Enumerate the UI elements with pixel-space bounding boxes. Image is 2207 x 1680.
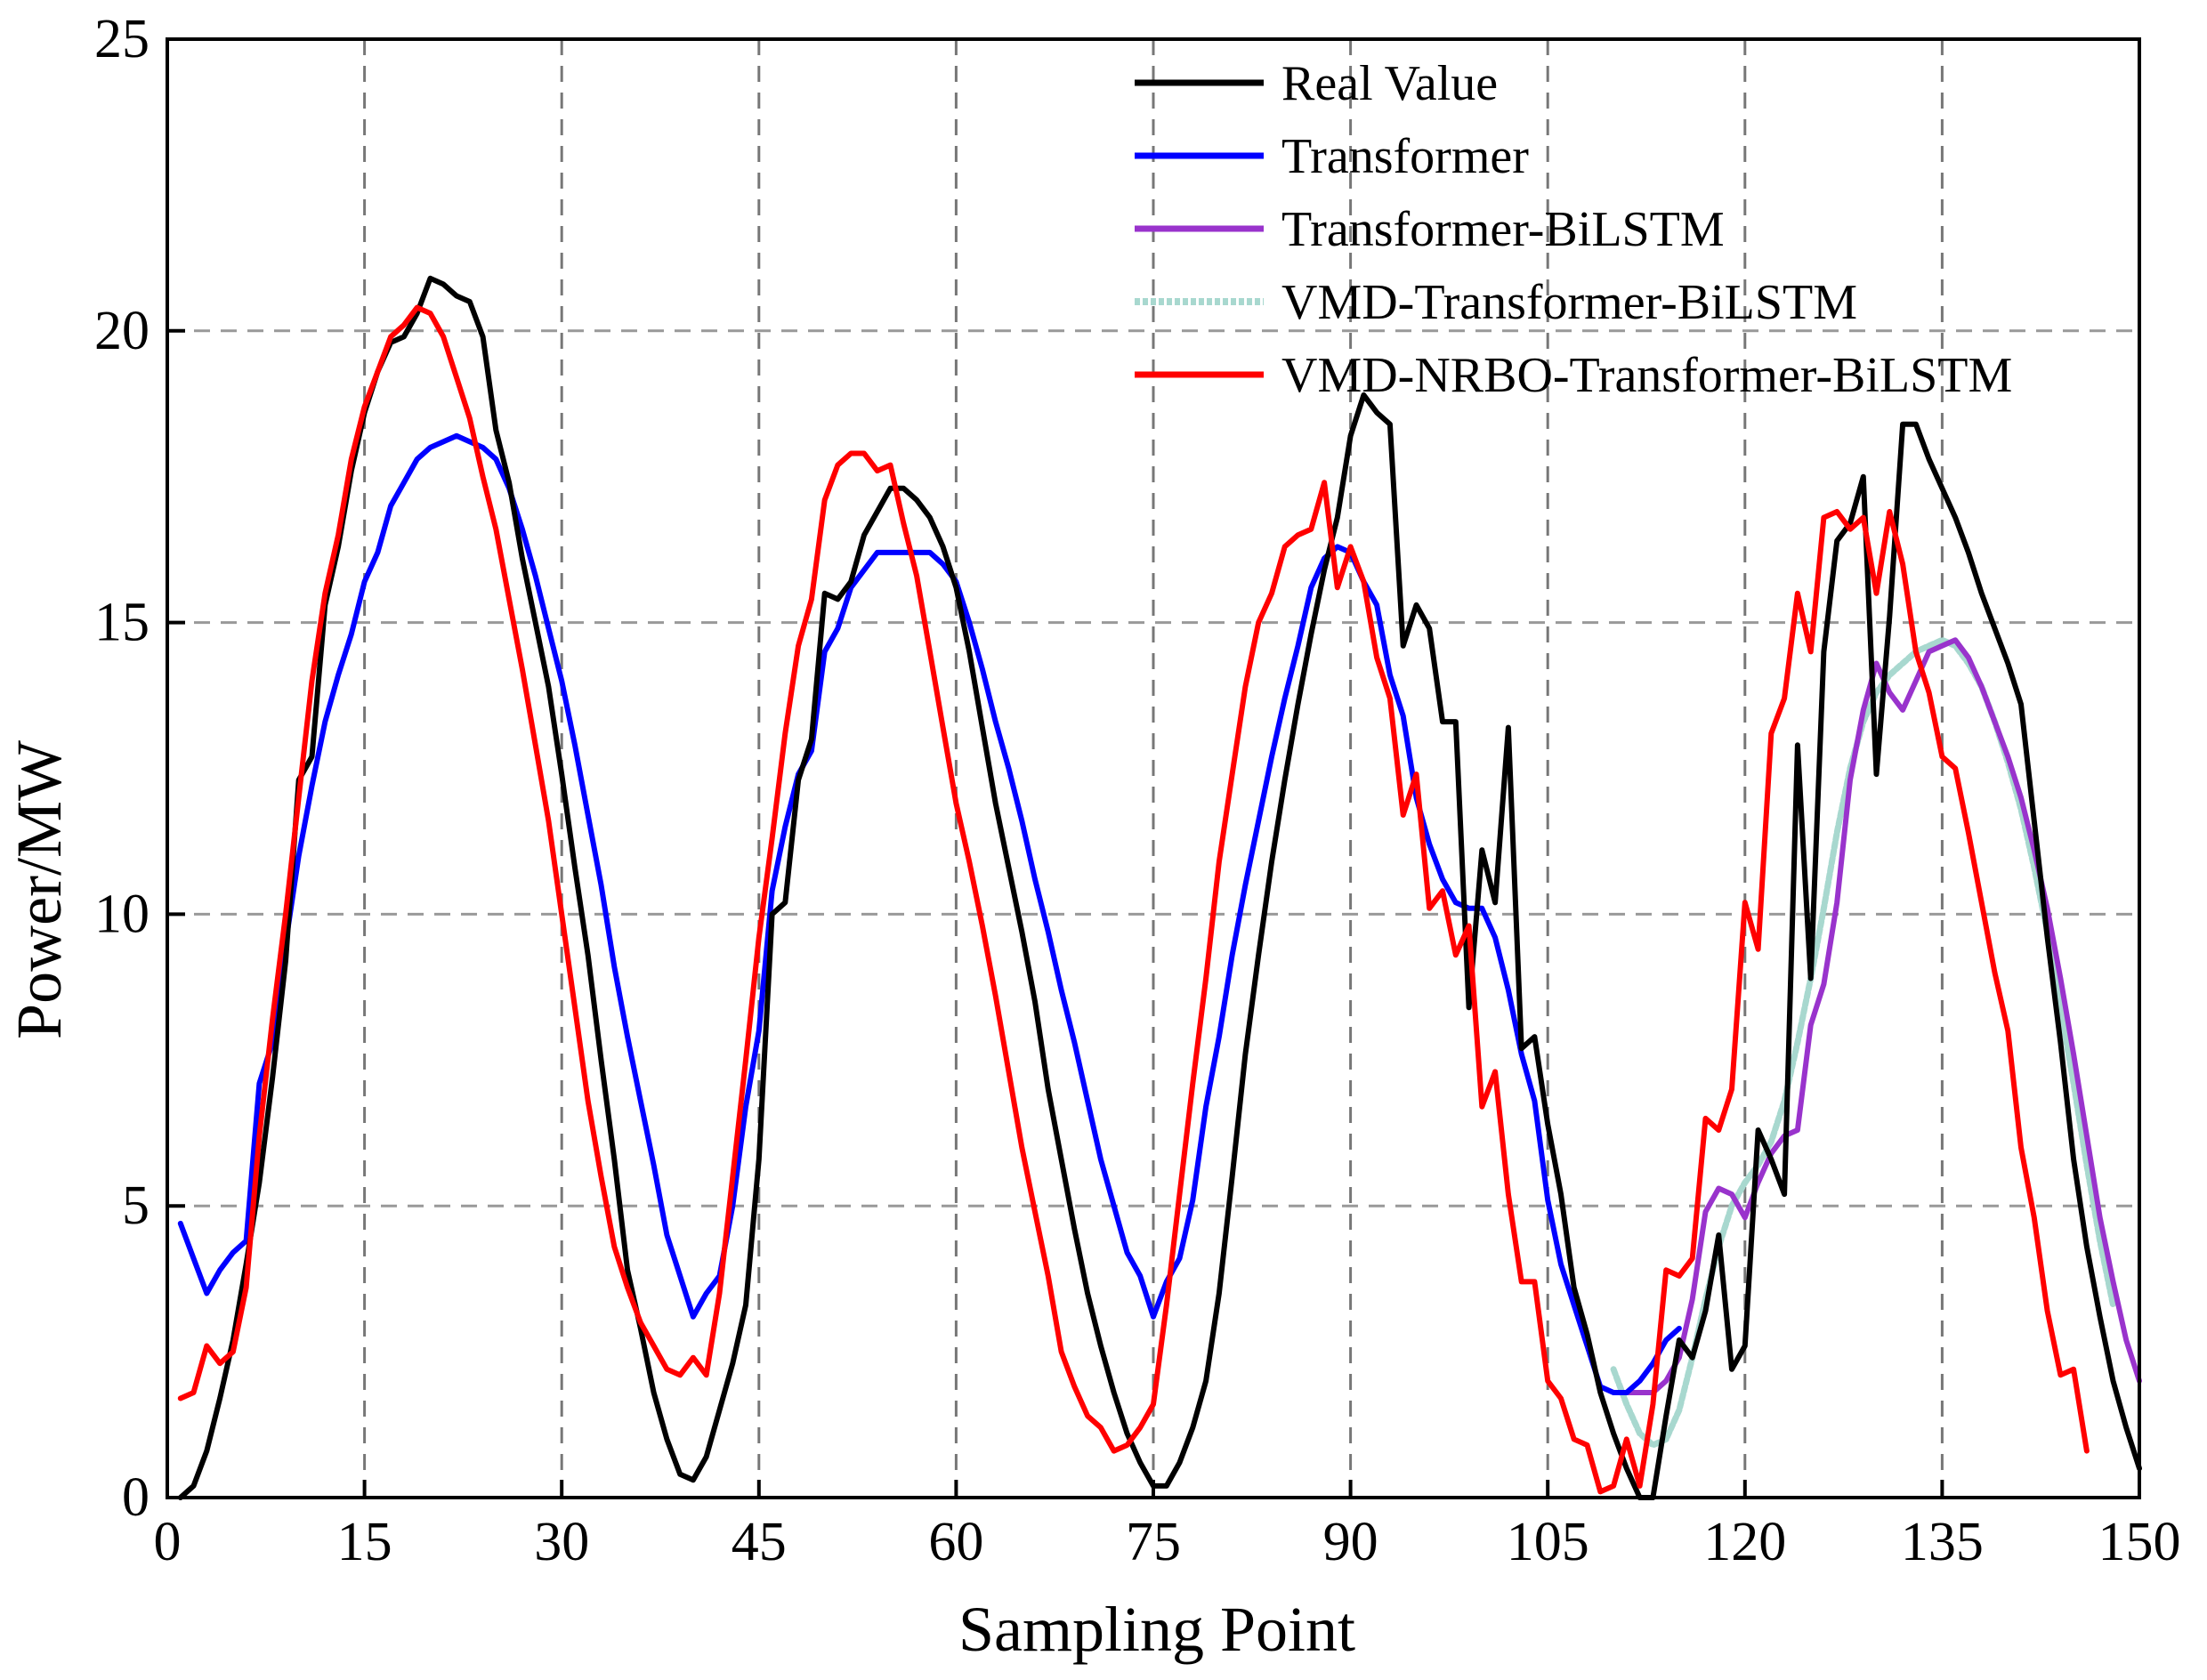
y-tick-label: 0	[122, 1467, 150, 1528]
y-axis-title: Power/MW	[4, 740, 75, 1039]
y-tick-label: 25	[94, 9, 150, 69]
axes: 0 15 30 45 60 75 90 105 120 135 150 0 5 10 15 20 25	[94, 9, 2181, 1572]
y-tick-label: 20	[94, 301, 150, 361]
series-line-transformer	[177, 432, 1682, 1395]
y-tick-label: 15	[94, 593, 150, 653]
x-tick-label: 150	[2098, 1512, 2181, 1572]
x-tick-label: 0	[154, 1512, 182, 1572]
legend-label: VMD-NRBO-Transformer-BiLSTM	[1281, 348, 2012, 403]
x-axis-title: Sampling Point	[958, 1594, 1355, 1665]
x-tick-label: 15	[337, 1512, 392, 1572]
legend-label: Transformer-BiLSTM	[1281, 202, 1725, 257]
x-tick-label: 135	[1901, 1512, 1984, 1572]
legend-label: VMD-Transformer-BiLSTM	[1281, 275, 1857, 330]
series-line-real-value	[177, 275, 2142, 1500]
grid-lines	[167, 39, 2139, 1498]
x-tick-label: 30	[534, 1512, 589, 1572]
x-tick-label: 45	[732, 1512, 787, 1572]
x-tick-label: 90	[1323, 1512, 1378, 1572]
legend-label: Transformer	[1281, 129, 1529, 184]
series-lines	[177, 275, 2142, 1500]
y-tick-label: 10	[94, 884, 150, 944]
series-line-vmd-nrbo-transformer-bilstm	[177, 304, 2090, 1495]
x-tick-label: 120	[1703, 1512, 1786, 1572]
x-tick-label: 105	[1507, 1512, 1589, 1572]
x-tick-label: 75	[1126, 1512, 1181, 1572]
legend-label: Real Value	[1281, 56, 1498, 111]
x-tick-label: 60	[928, 1512, 983, 1572]
legend: Real Value Transformer Transformer-BiLSTM V…	[1135, 56, 2012, 403]
y-tick-label: 5	[122, 1175, 150, 1236]
